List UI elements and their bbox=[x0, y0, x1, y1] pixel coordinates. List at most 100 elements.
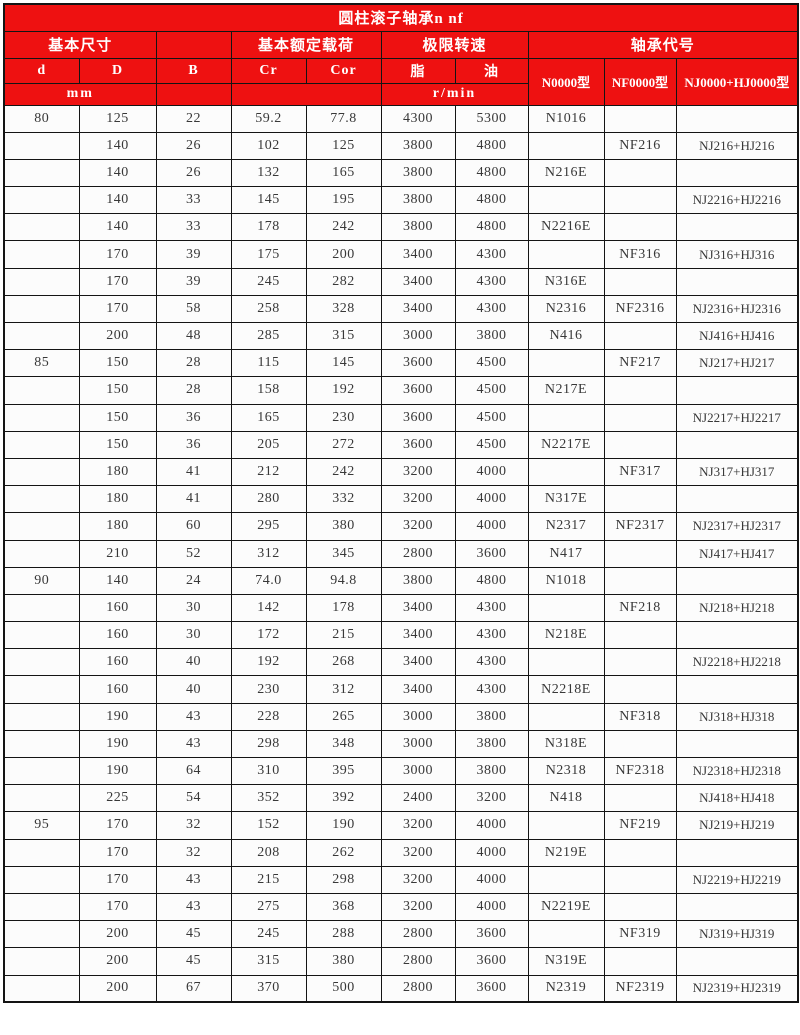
cell: 285 bbox=[230, 321, 307, 351]
cell bbox=[527, 186, 605, 215]
cell: 3400 bbox=[380, 675, 456, 704]
cell: 170 bbox=[78, 294, 157, 324]
cell: N2216E bbox=[527, 213, 605, 242]
cell: NJ2316+HJ2316 bbox=[675, 294, 799, 324]
cell: 200 bbox=[78, 947, 157, 976]
cell: 85 bbox=[3, 349, 80, 378]
header-type-nf: NF0000型 bbox=[603, 57, 677, 106]
cell: 225 bbox=[78, 784, 157, 813]
cell: 178 bbox=[305, 593, 382, 623]
cell: 4300 bbox=[454, 621, 529, 650]
table-row: 180 60 295 380 3200 4000 N2317 NF2317 NJ2317+HJ2… bbox=[3, 512, 799, 541]
cell: 370 bbox=[230, 974, 307, 1003]
cell bbox=[3, 321, 80, 351]
table-row: 90 140 24 74.0 94.8 3800 4800 N1018 bbox=[3, 566, 799, 595]
cell bbox=[675, 566, 799, 595]
cell bbox=[603, 648, 677, 677]
cell: 312 bbox=[305, 675, 382, 704]
table-row: 140 26 102 125 3800 4800 NF216 NJ216+HJ216 bbox=[3, 131, 799, 160]
cell: NJ316+HJ316 bbox=[675, 240, 799, 269]
cell: 3600 bbox=[380, 376, 456, 405]
cell: NJ2317+HJ2317 bbox=[675, 512, 799, 541]
cell: 4300 bbox=[454, 593, 529, 623]
cell: 328 bbox=[305, 294, 382, 324]
table-row: 170 39 175 200 3400 4300 NF316 NJ316+HJ316 bbox=[3, 240, 799, 269]
cell: 4000 bbox=[454, 512, 529, 541]
cell bbox=[603, 784, 677, 813]
cell: 352 bbox=[230, 784, 307, 813]
column-header-row: d D B Cr Cor 脂 油 N0000型 NF0000型 NJ0000+H… bbox=[3, 57, 799, 106]
cell: 200 bbox=[78, 920, 157, 949]
cell bbox=[603, 321, 677, 351]
cell bbox=[3, 892, 80, 922]
cell: 3800 bbox=[380, 186, 456, 215]
title-row: 圆柱滚子轴承n nf bbox=[3, 3, 799, 32]
cell: 215 bbox=[230, 865, 307, 894]
cell bbox=[603, 838, 677, 867]
cell: 298 bbox=[230, 729, 307, 759]
cell: 132 bbox=[230, 158, 307, 188]
cell: 165 bbox=[305, 158, 382, 188]
cell: 205 bbox=[230, 430, 307, 459]
cell bbox=[603, 158, 677, 188]
cell: 77.8 bbox=[305, 104, 382, 133]
cell bbox=[603, 675, 677, 704]
cell: 180 bbox=[78, 457, 157, 487]
cell: 45 bbox=[155, 920, 232, 949]
cell bbox=[603, 566, 677, 595]
cell: 3800 bbox=[454, 729, 529, 759]
cell: 30 bbox=[155, 593, 232, 623]
cell: 125 bbox=[305, 131, 382, 160]
cell: 32 bbox=[155, 811, 232, 840]
cell: 2800 bbox=[380, 920, 456, 949]
cell: 2400 bbox=[380, 784, 456, 813]
cell: NF219 bbox=[603, 811, 677, 840]
table-row: 140 33 145 195 3800 4800 NJ2216+HJ2216 bbox=[3, 186, 799, 215]
cell bbox=[3, 920, 80, 949]
cell: NF2319 bbox=[603, 974, 677, 1003]
cell bbox=[603, 621, 677, 650]
cell: 178 bbox=[230, 213, 307, 242]
header-rated-load: 基本额定载荷 bbox=[230, 30, 382, 59]
cell: 258 bbox=[230, 294, 307, 324]
cell: 150 bbox=[78, 403, 157, 432]
cell: NJ2217+HJ2217 bbox=[675, 403, 799, 432]
table-row: 200 67 370 500 2800 3600 N2319 NF2319 NJ2319+HJ2… bbox=[3, 974, 799, 1003]
cell: 43 bbox=[155, 865, 232, 894]
cell: 165 bbox=[230, 403, 307, 432]
cell: 59.2 bbox=[230, 104, 307, 133]
cell bbox=[3, 702, 80, 731]
cell: 140 bbox=[78, 566, 157, 595]
cell bbox=[675, 213, 799, 242]
header-col-Cr: Cr bbox=[230, 57, 307, 84]
table-row: 170 32 208 262 3200 4000 N219E bbox=[3, 838, 799, 867]
cell: 3200 bbox=[380, 838, 456, 867]
cell bbox=[3, 865, 80, 894]
cell: N1018 bbox=[527, 566, 605, 595]
cell bbox=[603, 947, 677, 976]
cell: 3200 bbox=[454, 784, 529, 813]
cell: 140 bbox=[78, 213, 157, 242]
cell: 3800 bbox=[454, 702, 529, 731]
cell: 288 bbox=[305, 920, 382, 949]
cell: NJ2216+HJ2216 bbox=[675, 186, 799, 215]
cell: 3800 bbox=[454, 321, 529, 351]
table-row: 200 45 315 380 2800 3600 N319E bbox=[3, 947, 799, 976]
cell: 125 bbox=[78, 104, 157, 133]
cell: 275 bbox=[230, 892, 307, 922]
cell bbox=[675, 104, 799, 133]
cell bbox=[603, 485, 677, 514]
cell bbox=[3, 430, 80, 459]
cell: 315 bbox=[305, 321, 382, 351]
cell: 190 bbox=[78, 729, 157, 759]
cell: 40 bbox=[155, 675, 232, 704]
cell: 28 bbox=[155, 349, 232, 378]
cell bbox=[527, 593, 605, 623]
cell: 170 bbox=[78, 240, 157, 269]
table-row: 140 26 132 165 3800 4800 N216E bbox=[3, 158, 799, 188]
cell bbox=[3, 186, 80, 215]
header-col-B: B bbox=[155, 57, 232, 84]
cell: N219E bbox=[527, 838, 605, 867]
cell: 94.8 bbox=[305, 566, 382, 595]
table-row: 170 43 275 368 3200 4000 N2219E bbox=[3, 892, 799, 922]
